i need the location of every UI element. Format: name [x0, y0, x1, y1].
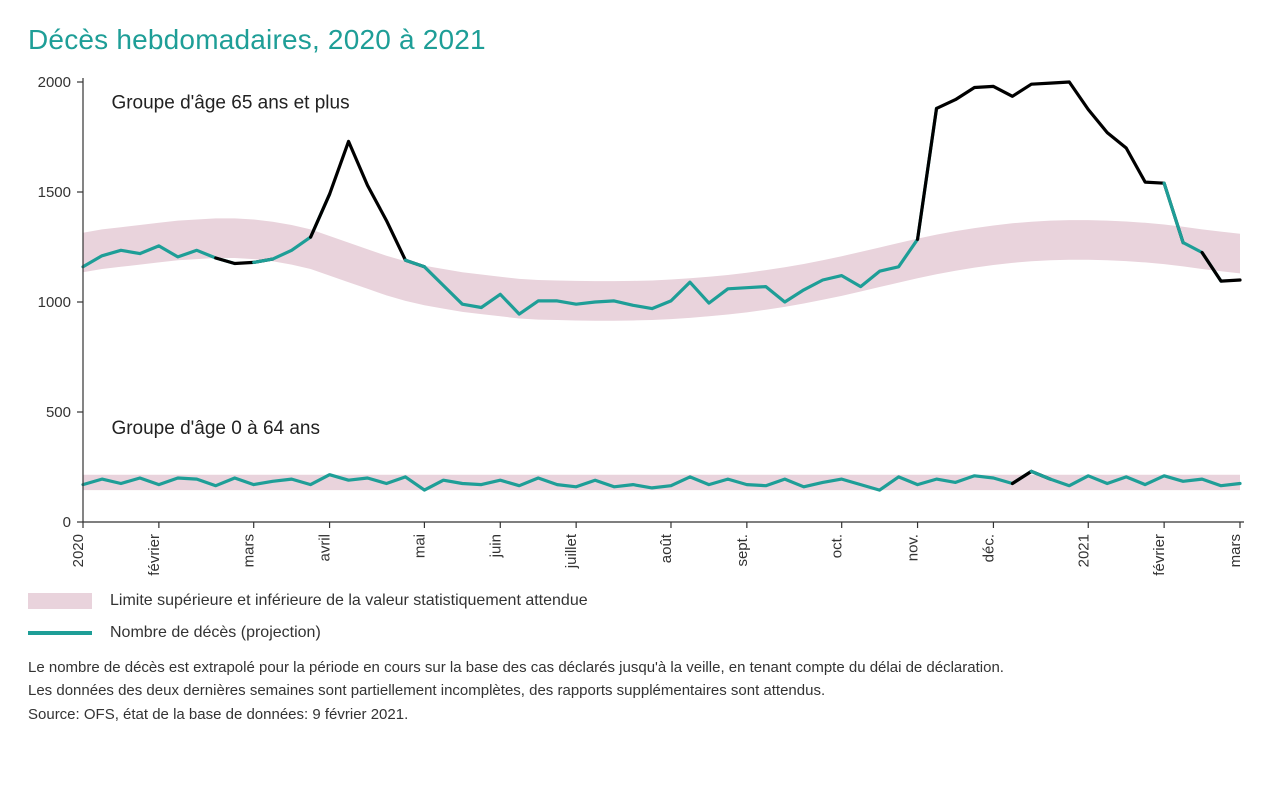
- svg-text:1000: 1000: [38, 294, 71, 311]
- chart: 0 500 1000 1500 2000 2020 février mars avril mai j…: [28, 62, 1252, 582]
- svg-text:février: février: [146, 534, 163, 576]
- svg-text:500: 500: [46, 404, 71, 421]
- footnote-line: Le nombre de décès est extrapolé pour la…: [28, 656, 1252, 679]
- svg-text:Groupe d'âge 0 à 64 ans: Groupe d'âge 0 à 64 ans: [111, 418, 320, 439]
- svg-text:2021: 2021: [1075, 534, 1092, 567]
- svg-text:mars: mars: [1227, 534, 1244, 567]
- chart-svg: 0 500 1000 1500 2000 2020 février mars avril mai j…: [28, 62, 1252, 582]
- svg-text:juillet: juillet: [563, 533, 580, 569]
- legend: Limite supérieure et inférieure de la va…: [28, 592, 1252, 642]
- svg-text:0: 0: [63, 514, 71, 531]
- svg-text:mai: mai: [411, 534, 428, 558]
- legend-label-line: Nombre de décès (projection): [110, 624, 321, 642]
- legend-label-band: Limite supérieure et inférieure de la va…: [110, 592, 588, 610]
- legend-item-band: Limite supérieure et inférieure de la va…: [28, 592, 1252, 610]
- legend-swatch-band: [28, 593, 92, 609]
- svg-text:2000: 2000: [38, 74, 71, 91]
- legend-swatch-line: [28, 631, 92, 635]
- svg-text:déc.: déc.: [980, 534, 997, 562]
- svg-text:2020: 2020: [70, 534, 87, 567]
- svg-text:février: février: [1151, 534, 1168, 576]
- svg-text:juin: juin: [487, 534, 504, 558]
- chart-title: Décès hebdomadaires, 2020 à 2021: [28, 24, 1252, 56]
- footnotes: Le nombre de décès est extrapolé pour la…: [28, 656, 1252, 726]
- svg-text:avril: avril: [317, 534, 334, 562]
- footnote-line: Les données des deux dernières semaines …: [28, 679, 1252, 702]
- svg-text:1500: 1500: [38, 184, 71, 201]
- svg-text:oct.: oct.: [829, 534, 846, 558]
- footnote-line: Source: OFS, état de la base de données:…: [28, 703, 1252, 726]
- svg-text:mars: mars: [241, 534, 258, 567]
- svg-text:août: août: [658, 533, 675, 563]
- legend-item-line: Nombre de décès (projection): [28, 624, 1252, 642]
- svg-text:nov.: nov.: [905, 534, 922, 561]
- svg-text:sept.: sept.: [734, 534, 751, 567]
- svg-text:Groupe d'âge 65 ans et plus: Groupe d'âge 65 ans et plus: [111, 92, 349, 113]
